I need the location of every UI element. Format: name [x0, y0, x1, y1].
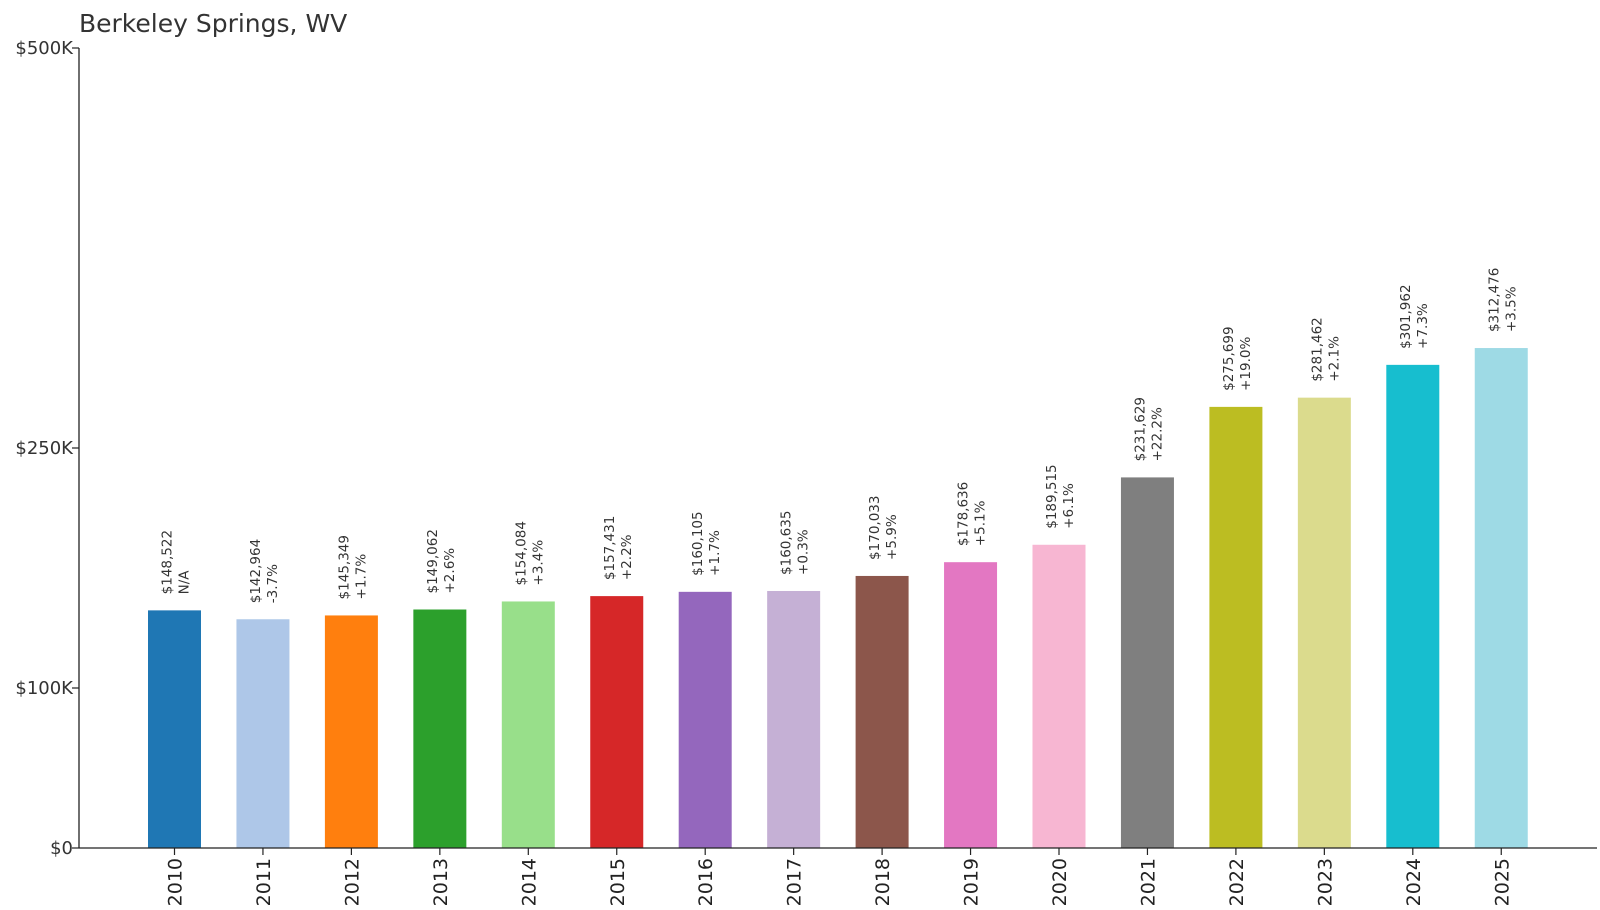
- bar-label-2021: $231,629 +22.2%: [1132, 397, 1165, 461]
- bar-label-2015: $157,431 +2.2%: [602, 516, 635, 580]
- change-label: +3.5%: [1503, 286, 1519, 332]
- change-label: +6.1%: [1061, 483, 1077, 529]
- change-label: N/A: [177, 570, 193, 595]
- bar-2018: [855, 575, 909, 848]
- x-tick-label: 2012: [341, 858, 363, 906]
- bar-2022: [1209, 406, 1263, 848]
- change-label: +2.6%: [442, 548, 458, 594]
- change-label: +5.1%: [973, 500, 989, 546]
- change-label: +1.7%: [707, 530, 723, 576]
- x-tick-label: 2021: [1137, 858, 1159, 906]
- bar-label-2019: $178,636 +5.1%: [956, 482, 989, 546]
- bar-label-2023: $281,462 +2.1%: [1309, 317, 1342, 381]
- bar-label-2017: $160,635 +0.3%: [779, 511, 812, 575]
- chart-title: Berkeley Springs, WV: [79, 9, 347, 38]
- change-label: +5.9%: [884, 514, 900, 560]
- value-label: $312,476: [1486, 268, 1502, 332]
- x-tick-label: 2016: [695, 858, 717, 906]
- x-tick-label: 2017: [784, 858, 806, 906]
- bar-label-2024: $301,962 +7.3%: [1398, 284, 1431, 348]
- bar-label-2013: $149,062 +2.6%: [425, 529, 458, 593]
- data-labels-group: $148,522 N/A $142,964 -3.7% $145,349 +1.7% $14…: [160, 268, 1520, 604]
- change-label: +2.2%: [619, 534, 635, 580]
- x-tick-label: 2015: [607, 858, 629, 906]
- value-label: $157,431: [602, 516, 618, 580]
- bar-2015: [590, 596, 644, 848]
- value-label: $160,105: [690, 511, 706, 575]
- value-label: $142,964: [248, 539, 264, 603]
- value-label: $301,962: [1398, 284, 1414, 348]
- bar-2012: [324, 615, 378, 848]
- bar-2010: [148, 610, 201, 848]
- x-tick-label: 2025: [1491, 858, 1513, 906]
- y-tick-label: $500K: [15, 38, 74, 59]
- x-tick-label: 2024: [1403, 858, 1425, 906]
- change-label: +0.3%: [796, 529, 812, 575]
- change-label: +1.7%: [353, 554, 369, 600]
- bar-2025: [1474, 348, 1528, 848]
- y-axis-ticks: $0 $100K $250K $500K: [15, 38, 79, 859]
- value-label: $170,033: [867, 496, 883, 560]
- x-tick-label: 2023: [1314, 858, 1336, 906]
- change-label: +7.3%: [1415, 303, 1431, 349]
- change-label: -3.7%: [265, 564, 281, 603]
- value-label: $145,349: [336, 535, 352, 599]
- x-tick-label: 2019: [961, 858, 983, 906]
- value-label: $154,084: [513, 521, 529, 585]
- value-label: $178,636: [956, 482, 972, 546]
- bar-label-2020: $189,515 +6.1%: [1044, 464, 1077, 528]
- y-tick-label: $250K: [15, 438, 74, 459]
- bars-group: [148, 348, 1528, 848]
- bar-label-2025: $312,476 +3.5%: [1486, 268, 1519, 332]
- bar-2024: [1386, 364, 1440, 848]
- bar-label-2012: $145,349 +1.7%: [336, 535, 369, 599]
- value-label: $189,515: [1044, 464, 1060, 528]
- bar-2011: [236, 619, 290, 848]
- value-label: $160,635: [779, 511, 795, 575]
- change-label: +22.2%: [1149, 407, 1165, 461]
- bar-2023: [1297, 397, 1351, 848]
- bar-label-2016: $160,105 +1.7%: [690, 511, 723, 575]
- x-tick-label: 2010: [165, 858, 187, 906]
- x-tick-label: 2014: [518, 858, 540, 906]
- x-tick-label: 2011: [253, 858, 275, 906]
- x-tick-label: 2020: [1049, 858, 1071, 906]
- bar-label-2014: $154,084 +3.4%: [513, 521, 546, 585]
- bar-2013: [413, 609, 467, 848]
- change-label: +3.4%: [530, 540, 546, 586]
- bar-2017: [767, 590, 821, 848]
- change-label: +2.1%: [1326, 336, 1342, 382]
- value-label: $281,462: [1309, 317, 1325, 381]
- value-label: $275,699: [1221, 326, 1237, 390]
- x-tick-label: 2013: [430, 858, 452, 906]
- bar-2021: [1120, 477, 1174, 848]
- bar-label-2010: $148,522 N/A: [160, 530, 193, 594]
- change-label: +19.0%: [1238, 337, 1254, 391]
- x-axis-ticks: 2010 2011 2012 2013 2014 2015 2016 2017 2018 2019…: [165, 848, 1513, 906]
- x-tick-label: 2022: [1226, 858, 1248, 906]
- y-tick-label: $100K: [15, 678, 74, 699]
- bar-label-2022: $275,699 +19.0%: [1221, 326, 1254, 390]
- bar-2019: [944, 562, 998, 848]
- bar-label-2018: $170,033 +5.9%: [867, 496, 900, 560]
- bar-2020: [1032, 544, 1086, 848]
- y-tick-label: $0: [50, 838, 73, 859]
- bar-2016: [678, 591, 732, 848]
- value-label: $148,522: [160, 530, 176, 594]
- bar-2014: [501, 601, 555, 848]
- x-tick-label: 2018: [872, 858, 894, 906]
- value-label: $149,062: [425, 529, 441, 593]
- value-label: $231,629: [1132, 397, 1148, 461]
- bar-label-2011: $142,964 -3.7%: [248, 539, 281, 603]
